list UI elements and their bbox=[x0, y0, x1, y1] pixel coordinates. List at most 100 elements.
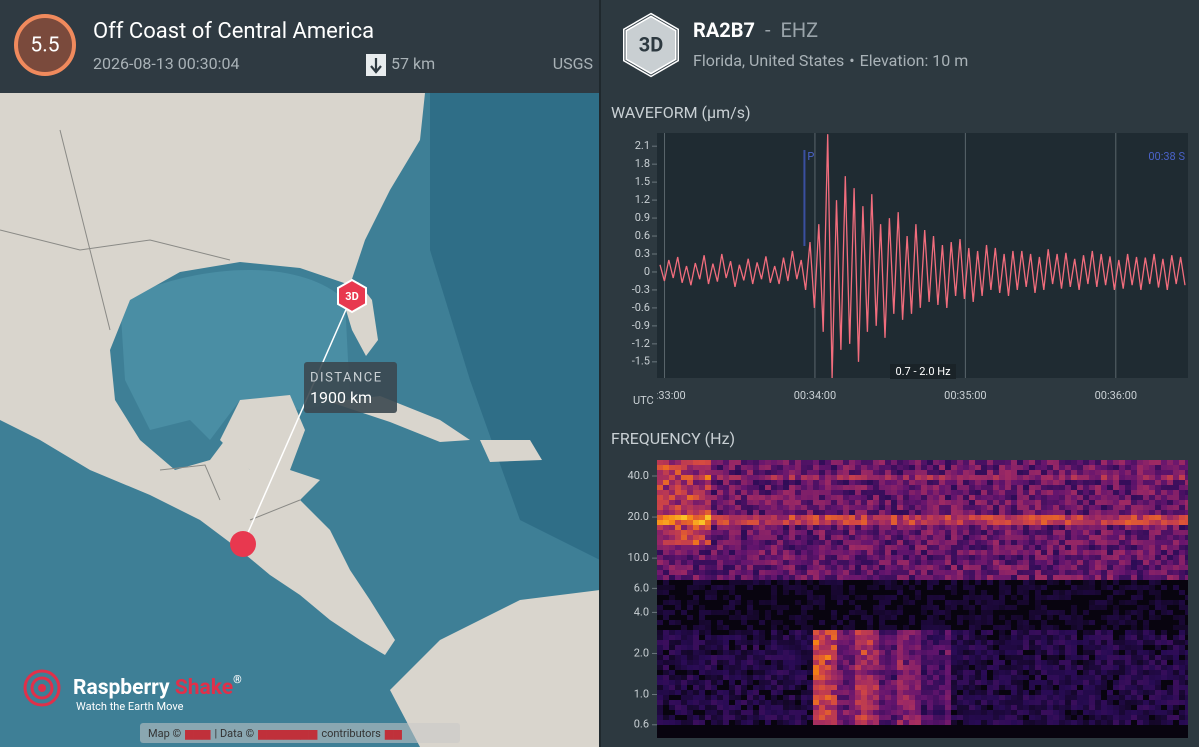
spectrogram-cell bbox=[1083, 525, 1089, 530]
spectrogram-cell bbox=[693, 575, 699, 580]
spectrogram-cell bbox=[1179, 530, 1185, 535]
spectrogram-cell bbox=[1005, 465, 1011, 470]
spectrogram-cell bbox=[795, 710, 801, 715]
spectrogram-cell bbox=[801, 565, 807, 570]
spectrogram-cell bbox=[813, 585, 819, 590]
spectrogram-cell bbox=[663, 645, 669, 650]
spectrogram-cell bbox=[1089, 545, 1095, 550]
spectrogram-cell bbox=[825, 670, 831, 675]
spectrogram-cell bbox=[1017, 705, 1023, 710]
spectrogram-cell bbox=[825, 690, 831, 695]
spectrogram-cell bbox=[861, 675, 867, 680]
spectrogram-cell bbox=[1131, 465, 1137, 470]
spectrogram-cell bbox=[1167, 475, 1173, 480]
spectrogram-cell bbox=[669, 570, 675, 575]
spectrogram-cell bbox=[693, 535, 699, 540]
attribution[interactable]: Map © ▆▆▆ | Data © ▆▆▆▆▆▆▆ contributors ▆▆ bbox=[148, 727, 402, 740]
spectrogram-cell bbox=[741, 685, 747, 690]
spectrogram-cell bbox=[741, 540, 747, 545]
spectrogram-cell bbox=[861, 475, 867, 480]
spectrogram-cell bbox=[891, 640, 897, 645]
x-tick-label: 00:34:00 bbox=[794, 389, 836, 402]
spectrogram-cell bbox=[789, 465, 795, 470]
event-header bbox=[0, 0, 600, 93]
spectrogram-cell bbox=[957, 655, 963, 660]
spectrogram-cell bbox=[1113, 665, 1119, 670]
spectrogram-cell bbox=[765, 570, 771, 575]
spectrogram-cell bbox=[1011, 650, 1017, 655]
spectrogram-cell bbox=[843, 480, 849, 485]
spectrogram-cell bbox=[753, 710, 759, 715]
spectrogram-cell bbox=[735, 570, 741, 575]
spectrogram-cell bbox=[1149, 710, 1155, 715]
spectrogram-cell bbox=[1065, 705, 1071, 710]
spectrogram-cell bbox=[663, 590, 669, 595]
spectrogram-cell bbox=[807, 595, 813, 600]
spectrogram-cell bbox=[771, 680, 777, 685]
spectrogram-cell bbox=[783, 570, 789, 575]
spectrogram-cell bbox=[771, 670, 777, 675]
spectrogram-cell bbox=[1113, 640, 1119, 645]
spectrogram-cell bbox=[831, 590, 837, 595]
spectrogram-cell bbox=[981, 565, 987, 570]
spectrogram-cell bbox=[711, 640, 717, 645]
spectrogram-cell bbox=[867, 520, 873, 525]
spectrogram-cell bbox=[681, 555, 687, 560]
spectrogram-cell bbox=[1167, 600, 1173, 605]
spectrogram-cell bbox=[843, 510, 849, 515]
spectrogram-cell bbox=[1161, 675, 1167, 680]
spectrogram-cell bbox=[771, 480, 777, 485]
spectrogram-cell bbox=[1101, 545, 1107, 550]
spectrogram-cell bbox=[951, 700, 957, 705]
spectrogram-cell bbox=[753, 685, 759, 690]
spectrogram-cell bbox=[1113, 560, 1119, 565]
spectrogram-cell bbox=[945, 585, 951, 590]
spectrogram-cell bbox=[747, 720, 753, 725]
spectrogram-cell bbox=[1071, 530, 1077, 535]
spectrogram-cell bbox=[897, 545, 903, 550]
spectrogram-cell bbox=[1167, 540, 1173, 545]
spectrogram-cell bbox=[837, 515, 843, 520]
spectrogram-cell bbox=[933, 475, 939, 480]
epicenter[interactable] bbox=[230, 531, 256, 557]
spectrogram-cell bbox=[771, 520, 777, 525]
spectrogram-cell bbox=[861, 710, 867, 715]
spectrogram-cell bbox=[1071, 685, 1077, 690]
spectrogram-cell bbox=[945, 600, 951, 605]
spectrogram-cell bbox=[1071, 485, 1077, 490]
spectrogram-cell bbox=[675, 525, 681, 530]
spectrogram-cell bbox=[699, 470, 705, 475]
map[interactable]: 3D DISTANCE 1900 km Raspberry Shake® Wat… bbox=[0, 93, 600, 747]
spectrogram-cell bbox=[891, 675, 897, 680]
spectrogram-cell bbox=[975, 570, 981, 575]
event-title[interactable]: Off Coast of Central America bbox=[93, 19, 374, 44]
spectrogram-cell bbox=[747, 555, 753, 560]
spectrogram-cell bbox=[1173, 645, 1179, 650]
spectrogram-cell bbox=[1107, 555, 1113, 560]
spectrogram-cell bbox=[1179, 620, 1185, 625]
spectrogram-cell bbox=[891, 625, 897, 630]
spectrogram-cell bbox=[693, 640, 699, 645]
station-marker[interactable] bbox=[337, 278, 367, 314]
spectrogram-cell bbox=[837, 465, 843, 470]
spectrogram-cell bbox=[921, 530, 927, 535]
spectrogram-cell bbox=[1029, 630, 1035, 635]
spectrogram-cell bbox=[735, 610, 741, 615]
spectrogram-cell bbox=[1173, 500, 1179, 505]
spectrogram-cell bbox=[759, 475, 765, 480]
spectrogram-cell bbox=[987, 545, 993, 550]
spectrogram-cell bbox=[951, 500, 957, 505]
spectrogram-cell bbox=[681, 490, 687, 495]
spectrogram-cell bbox=[1149, 500, 1155, 505]
spectrogram-cell bbox=[675, 555, 681, 560]
spectrogram-cell bbox=[1083, 570, 1089, 575]
spectrogram-cell bbox=[693, 545, 699, 550]
spectrogram-cell bbox=[729, 675, 735, 680]
spectrogram-cell bbox=[1017, 570, 1023, 575]
spectrogram-cell bbox=[981, 550, 987, 555]
spectrogram-cell bbox=[849, 480, 855, 485]
spectrogram-cell bbox=[813, 495, 819, 500]
spectrogram-cell bbox=[801, 585, 807, 590]
spectrogram-cell bbox=[1119, 490, 1125, 495]
spectrogram-cell bbox=[1047, 490, 1053, 495]
